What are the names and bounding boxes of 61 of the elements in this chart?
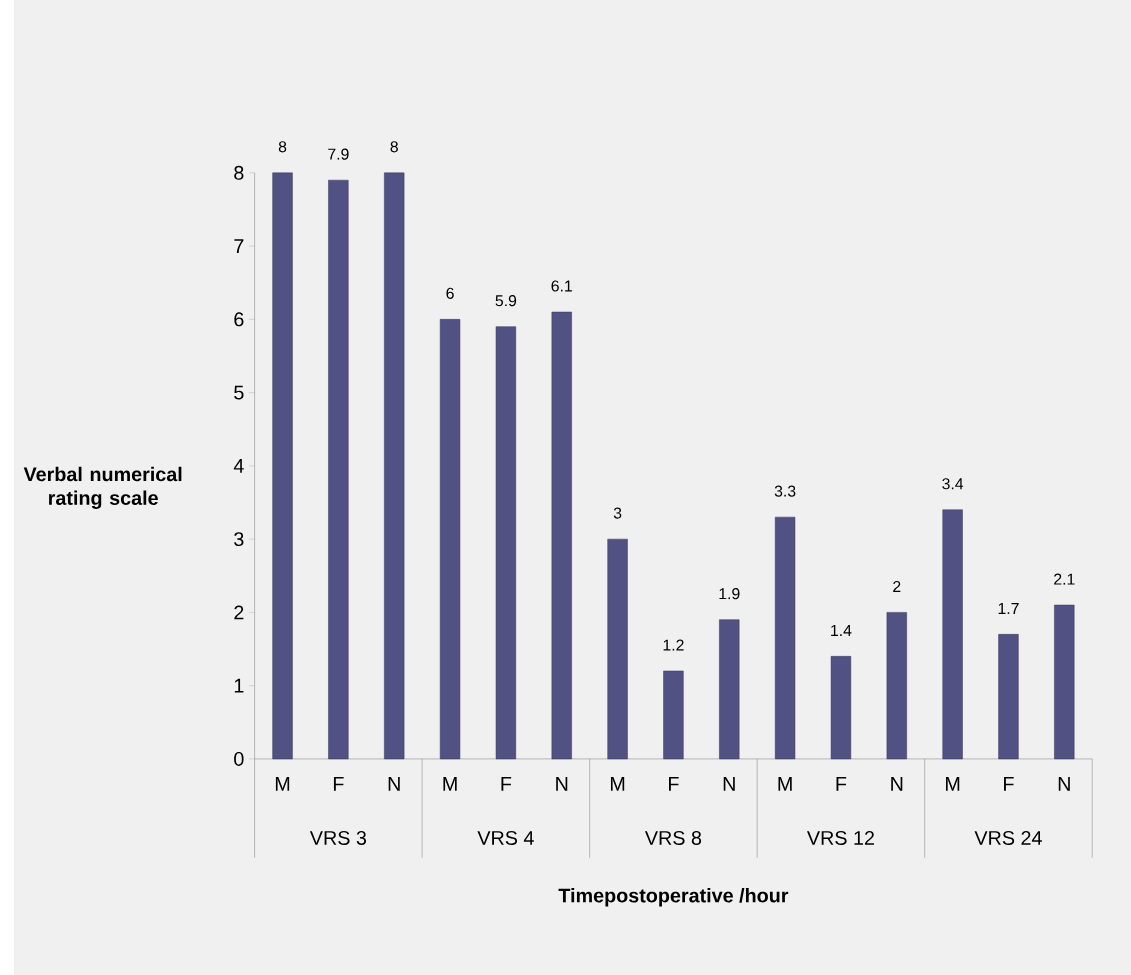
- x-tick-label: N: [388, 777, 400, 791]
- text: VRS 12: [806, 830, 874, 845]
- x-tick-label: M: [946, 777, 960, 791]
- x-tick-label: F: [1004, 777, 1014, 791]
- bar: [607, 538, 628, 760]
- text: VRS 8: [644, 830, 702, 845]
- data-label: 6.1: [551, 280, 572, 292]
- bar: [998, 634, 1019, 760]
- bar: [495, 326, 517, 760]
- bar: [719, 619, 740, 760]
- bar: [886, 612, 907, 760]
- bar: [942, 509, 963, 760]
- text: VRS 4: [477, 830, 534, 845]
- y-tick-label: 1: [234, 678, 244, 693]
- data-label: 5.9: [495, 295, 517, 307]
- x-tick-label: N: [1058, 777, 1070, 791]
- x-tick-label: F: [333, 777, 344, 791]
- data-label: 8: [390, 141, 398, 153]
- text: VRS 24: [974, 830, 1042, 845]
- data-label: 2: [893, 580, 901, 592]
- data-label: 2.1: [1054, 573, 1075, 585]
- data-label: 1.9: [719, 588, 740, 600]
- y-tick-label: 0: [234, 751, 244, 766]
- data-label: 6: [446, 287, 454, 299]
- x-axis-title: Timepostoperative /hour: [558, 888, 789, 907]
- x-tick-label: N: [723, 777, 735, 791]
- x-tick-label: M: [778, 777, 792, 791]
- bar: [272, 172, 293, 760]
- bar: [328, 179, 349, 760]
- y-tick-label: 5: [234, 385, 244, 400]
- bar: [663, 670, 684, 760]
- data-label: 8: [278, 141, 287, 153]
- y-tick-label: 8: [234, 165, 244, 180]
- data-label: 1.7: [998, 603, 1019, 614]
- text: VRS 3: [309, 830, 367, 845]
- bar: [1054, 604, 1075, 760]
- y-axis-title: Verbal numerical rating scale: [23, 466, 182, 510]
- bar: [384, 172, 405, 760]
- x-tick-label: N: [556, 777, 568, 791]
- bar: [439, 319, 461, 760]
- bar: [830, 656, 852, 760]
- data-label: 1.2: [663, 639, 684, 651]
- data-label: 3.4: [942, 478, 964, 490]
- x-tick-label: M: [443, 777, 457, 791]
- bar: [551, 311, 572, 760]
- data-label: 3.3: [774, 485, 796, 497]
- y-tick-label: 3: [234, 532, 244, 547]
- bar: [774, 516, 796, 760]
- data-label: 1.4: [831, 625, 852, 636]
- x-tick-label: M: [610, 777, 625, 791]
- x-tick-label: M: [275, 777, 290, 791]
- x-tick-label: F: [836, 777, 847, 791]
- y-tick-label: 4: [233, 459, 244, 473]
- y-tick-label: 7: [234, 239, 244, 253]
- x-tick-label: N: [891, 777, 903, 791]
- y-tick-label: 6: [234, 312, 244, 327]
- data-label: 7.9: [328, 148, 349, 160]
- data-label: 3: [613, 507, 622, 519]
- x-tick-label: F: [669, 777, 679, 791]
- y-tick-label: 2: [234, 605, 244, 620]
- x-tick-label: F: [501, 777, 512, 791]
